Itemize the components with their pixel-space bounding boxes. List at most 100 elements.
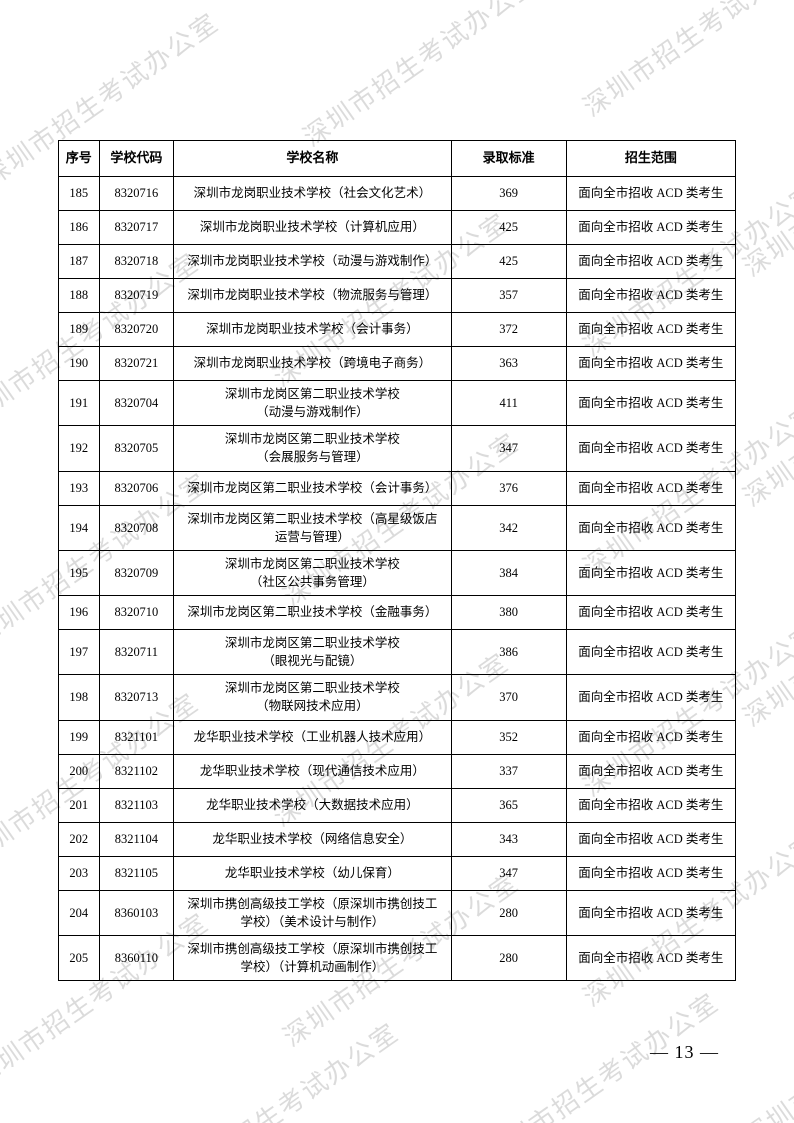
- cell-scope: 面向全市招收 ACD 类考生: [566, 471, 735, 505]
- cell-scope: 面向全市招收 ACD 类考生: [566, 675, 735, 720]
- cell-seq: 199: [59, 720, 100, 754]
- cell-code: 8320720: [99, 313, 173, 347]
- cell-scope: 面向全市招收 ACD 类考生: [566, 630, 735, 675]
- cell-name: 深圳市携创高级技工学校（原深圳市携创技工学校）（计算机动画制作）: [174, 935, 452, 980]
- cell-scope: 面向全市招收 ACD 类考生: [566, 245, 735, 279]
- table-row: 1908320721深圳市龙岗职业技术学校（跨境电子商务）363面向全市招收 A…: [59, 347, 736, 381]
- cell-scope: 面向全市招收 ACD 类考生: [566, 211, 735, 245]
- cell-code: 8320711: [99, 630, 173, 675]
- cell-score: 411: [451, 381, 566, 426]
- cell-name: 深圳市龙岗区第二职业技术学校（高星级饭店运营与管理）: [174, 505, 452, 550]
- cell-name: 龙华职业技术学校（工业机器人技术应用）: [174, 720, 452, 754]
- cell-code: 8320716: [99, 177, 173, 211]
- cell-code: 8360110: [99, 935, 173, 980]
- cell-seq: 191: [59, 381, 100, 426]
- table-row: 1888320719深圳市龙岗职业技术学校（物流服务与管理）357面向全市招收 …: [59, 279, 736, 313]
- cell-name: 深圳市龙岗区第二职业技术学校（动漫与游戏制作）: [174, 381, 452, 426]
- cell-code: 8320718: [99, 245, 173, 279]
- table-row: 2048360103深圳市携创高级技工学校（原深圳市携创技工学校）（美术设计与制…: [59, 890, 736, 935]
- table-row: 1928320705深圳市龙岗区第二职业技术学校（会展服务与管理）347面向全市…: [59, 426, 736, 471]
- cell-name: 深圳市龙岗区第二职业技术学校（会展服务与管理）: [174, 426, 452, 471]
- cell-code: 8321101: [99, 720, 173, 754]
- table-header-row: 序号 学校代码 学校名称 录取标准 招生范围: [59, 141, 736, 177]
- cell-name: 深圳市龙岗职业技术学校（计算机应用）: [174, 211, 452, 245]
- cell-score: 425: [451, 245, 566, 279]
- admission-table: 序号 学校代码 学校名称 录取标准 招生范围 1858320716深圳市龙岗职业…: [58, 140, 736, 981]
- cell-code: 8320709: [99, 550, 173, 595]
- cell-scope: 面向全市招收 ACD 类考生: [566, 890, 735, 935]
- cell-scope: 面向全市招收 ACD 类考生: [566, 381, 735, 426]
- cell-scope: 面向全市招收 ACD 类考生: [566, 856, 735, 890]
- cell-code: 8321102: [99, 754, 173, 788]
- cell-name: 龙华职业技术学校（网络信息安全）: [174, 822, 452, 856]
- cell-name: 深圳市龙岗职业技术学校（会计事务）: [174, 313, 452, 347]
- table-row: 1878320718深圳市龙岗职业技术学校（动漫与游戏制作）425面向全市招收 …: [59, 245, 736, 279]
- cell-scope: 面向全市招收 ACD 类考生: [566, 279, 735, 313]
- cell-scope: 面向全市招收 ACD 类考生: [566, 313, 735, 347]
- cell-name: 深圳市龙岗职业技术学校（社会文化艺术）: [174, 177, 452, 211]
- cell-code: 8321105: [99, 856, 173, 890]
- cell-seq: 186: [59, 211, 100, 245]
- cell-scope: 面向全市招收 ACD 类考生: [566, 347, 735, 381]
- cell-code: 8320706: [99, 471, 173, 505]
- cell-name: 深圳市龙岗区第二职业技术学校（眼视光与配镜）: [174, 630, 452, 675]
- cell-scope: 面向全市招收 ACD 类考生: [566, 720, 735, 754]
- cell-name: 深圳市携创高级技工学校（原深圳市携创技工学校）（美术设计与制作）: [174, 890, 452, 935]
- cell-scope: 面向全市招收 ACD 类考生: [566, 426, 735, 471]
- cell-scope: 面向全市招收 ACD 类考生: [566, 596, 735, 630]
- cell-name: 深圳市龙岗职业技术学校（物流服务与管理）: [174, 279, 452, 313]
- table-body: 1858320716深圳市龙岗职业技术学校（社会文化艺术）369面向全市招收 A…: [59, 177, 736, 981]
- cell-scope: 面向全市招收 ACD 类考生: [566, 550, 735, 595]
- table-row: 1958320709深圳市龙岗区第二职业技术学校（社区公共事务管理）384面向全…: [59, 550, 736, 595]
- cell-name: 龙华职业技术学校（现代通信技术应用）: [174, 754, 452, 788]
- cell-seq: 193: [59, 471, 100, 505]
- cell-score: 425: [451, 211, 566, 245]
- cell-seq: 198: [59, 675, 100, 720]
- cell-seq: 197: [59, 630, 100, 675]
- table-row: 2058360110深圳市携创高级技工学校（原深圳市携创技工学校）（计算机动画制…: [59, 935, 736, 980]
- cell-score: 386: [451, 630, 566, 675]
- cell-name: 深圳市龙岗区第二职业技术学校（会计事务）: [174, 471, 452, 505]
- cell-seq: 196: [59, 596, 100, 630]
- cell-score: 363: [451, 347, 566, 381]
- cell-score: 337: [451, 754, 566, 788]
- cell-name: 深圳市龙岗职业技术学校（动漫与游戏制作）: [174, 245, 452, 279]
- table-row: 1968320710深圳市龙岗区第二职业技术学校（金融事务）380面向全市招收 …: [59, 596, 736, 630]
- cell-seq: 202: [59, 822, 100, 856]
- cell-seq: 204: [59, 890, 100, 935]
- cell-code: 8320721: [99, 347, 173, 381]
- cell-seq: 203: [59, 856, 100, 890]
- cell-score: 369: [451, 177, 566, 211]
- cell-name: 深圳市龙岗区第二职业技术学校（金融事务）: [174, 596, 452, 630]
- cell-score: 380: [451, 596, 566, 630]
- cell-seq: 194: [59, 505, 100, 550]
- cell-name: 深圳市龙岗职业技术学校（跨境电子商务）: [174, 347, 452, 381]
- cell-scope: 面向全市招收 ACD 类考生: [566, 935, 735, 980]
- cell-seq: 187: [59, 245, 100, 279]
- cell-seq: 190: [59, 347, 100, 381]
- cell-name: 龙华职业技术学校（幼儿保育）: [174, 856, 452, 890]
- cell-seq: 185: [59, 177, 100, 211]
- cell-score: 352: [451, 720, 566, 754]
- table-row: 2028321104龙华职业技术学校（网络信息安全）343面向全市招收 ACD …: [59, 822, 736, 856]
- cell-scope: 面向全市招收 ACD 类考生: [566, 822, 735, 856]
- cell-scope: 面向全市招收 ACD 类考生: [566, 177, 735, 211]
- cell-score: 357: [451, 279, 566, 313]
- cell-score: 365: [451, 788, 566, 822]
- table-row: 1898320720深圳市龙岗职业技术学校（会计事务）372面向全市招收 ACD…: [59, 313, 736, 347]
- table-row: 1988320713深圳市龙岗区第二职业技术学校（物联网技术应用）370面向全市…: [59, 675, 736, 720]
- col-header-scope: 招生范围: [566, 141, 735, 177]
- cell-code: 8320719: [99, 279, 173, 313]
- cell-name: 深圳市龙岗区第二职业技术学校（物联网技术应用）: [174, 675, 452, 720]
- cell-seq: 195: [59, 550, 100, 595]
- cell-score: 372: [451, 313, 566, 347]
- table-row: 1938320706深圳市龙岗区第二职业技术学校（会计事务）376面向全市招收 …: [59, 471, 736, 505]
- cell-score: 342: [451, 505, 566, 550]
- cell-seq: 201: [59, 788, 100, 822]
- cell-scope: 面向全市招收 ACD 类考生: [566, 754, 735, 788]
- cell-score: 376: [451, 471, 566, 505]
- page-number: — 13 —: [650, 1042, 719, 1063]
- cell-seq: 200: [59, 754, 100, 788]
- cell-score: 280: [451, 890, 566, 935]
- col-header-score: 录取标准: [451, 141, 566, 177]
